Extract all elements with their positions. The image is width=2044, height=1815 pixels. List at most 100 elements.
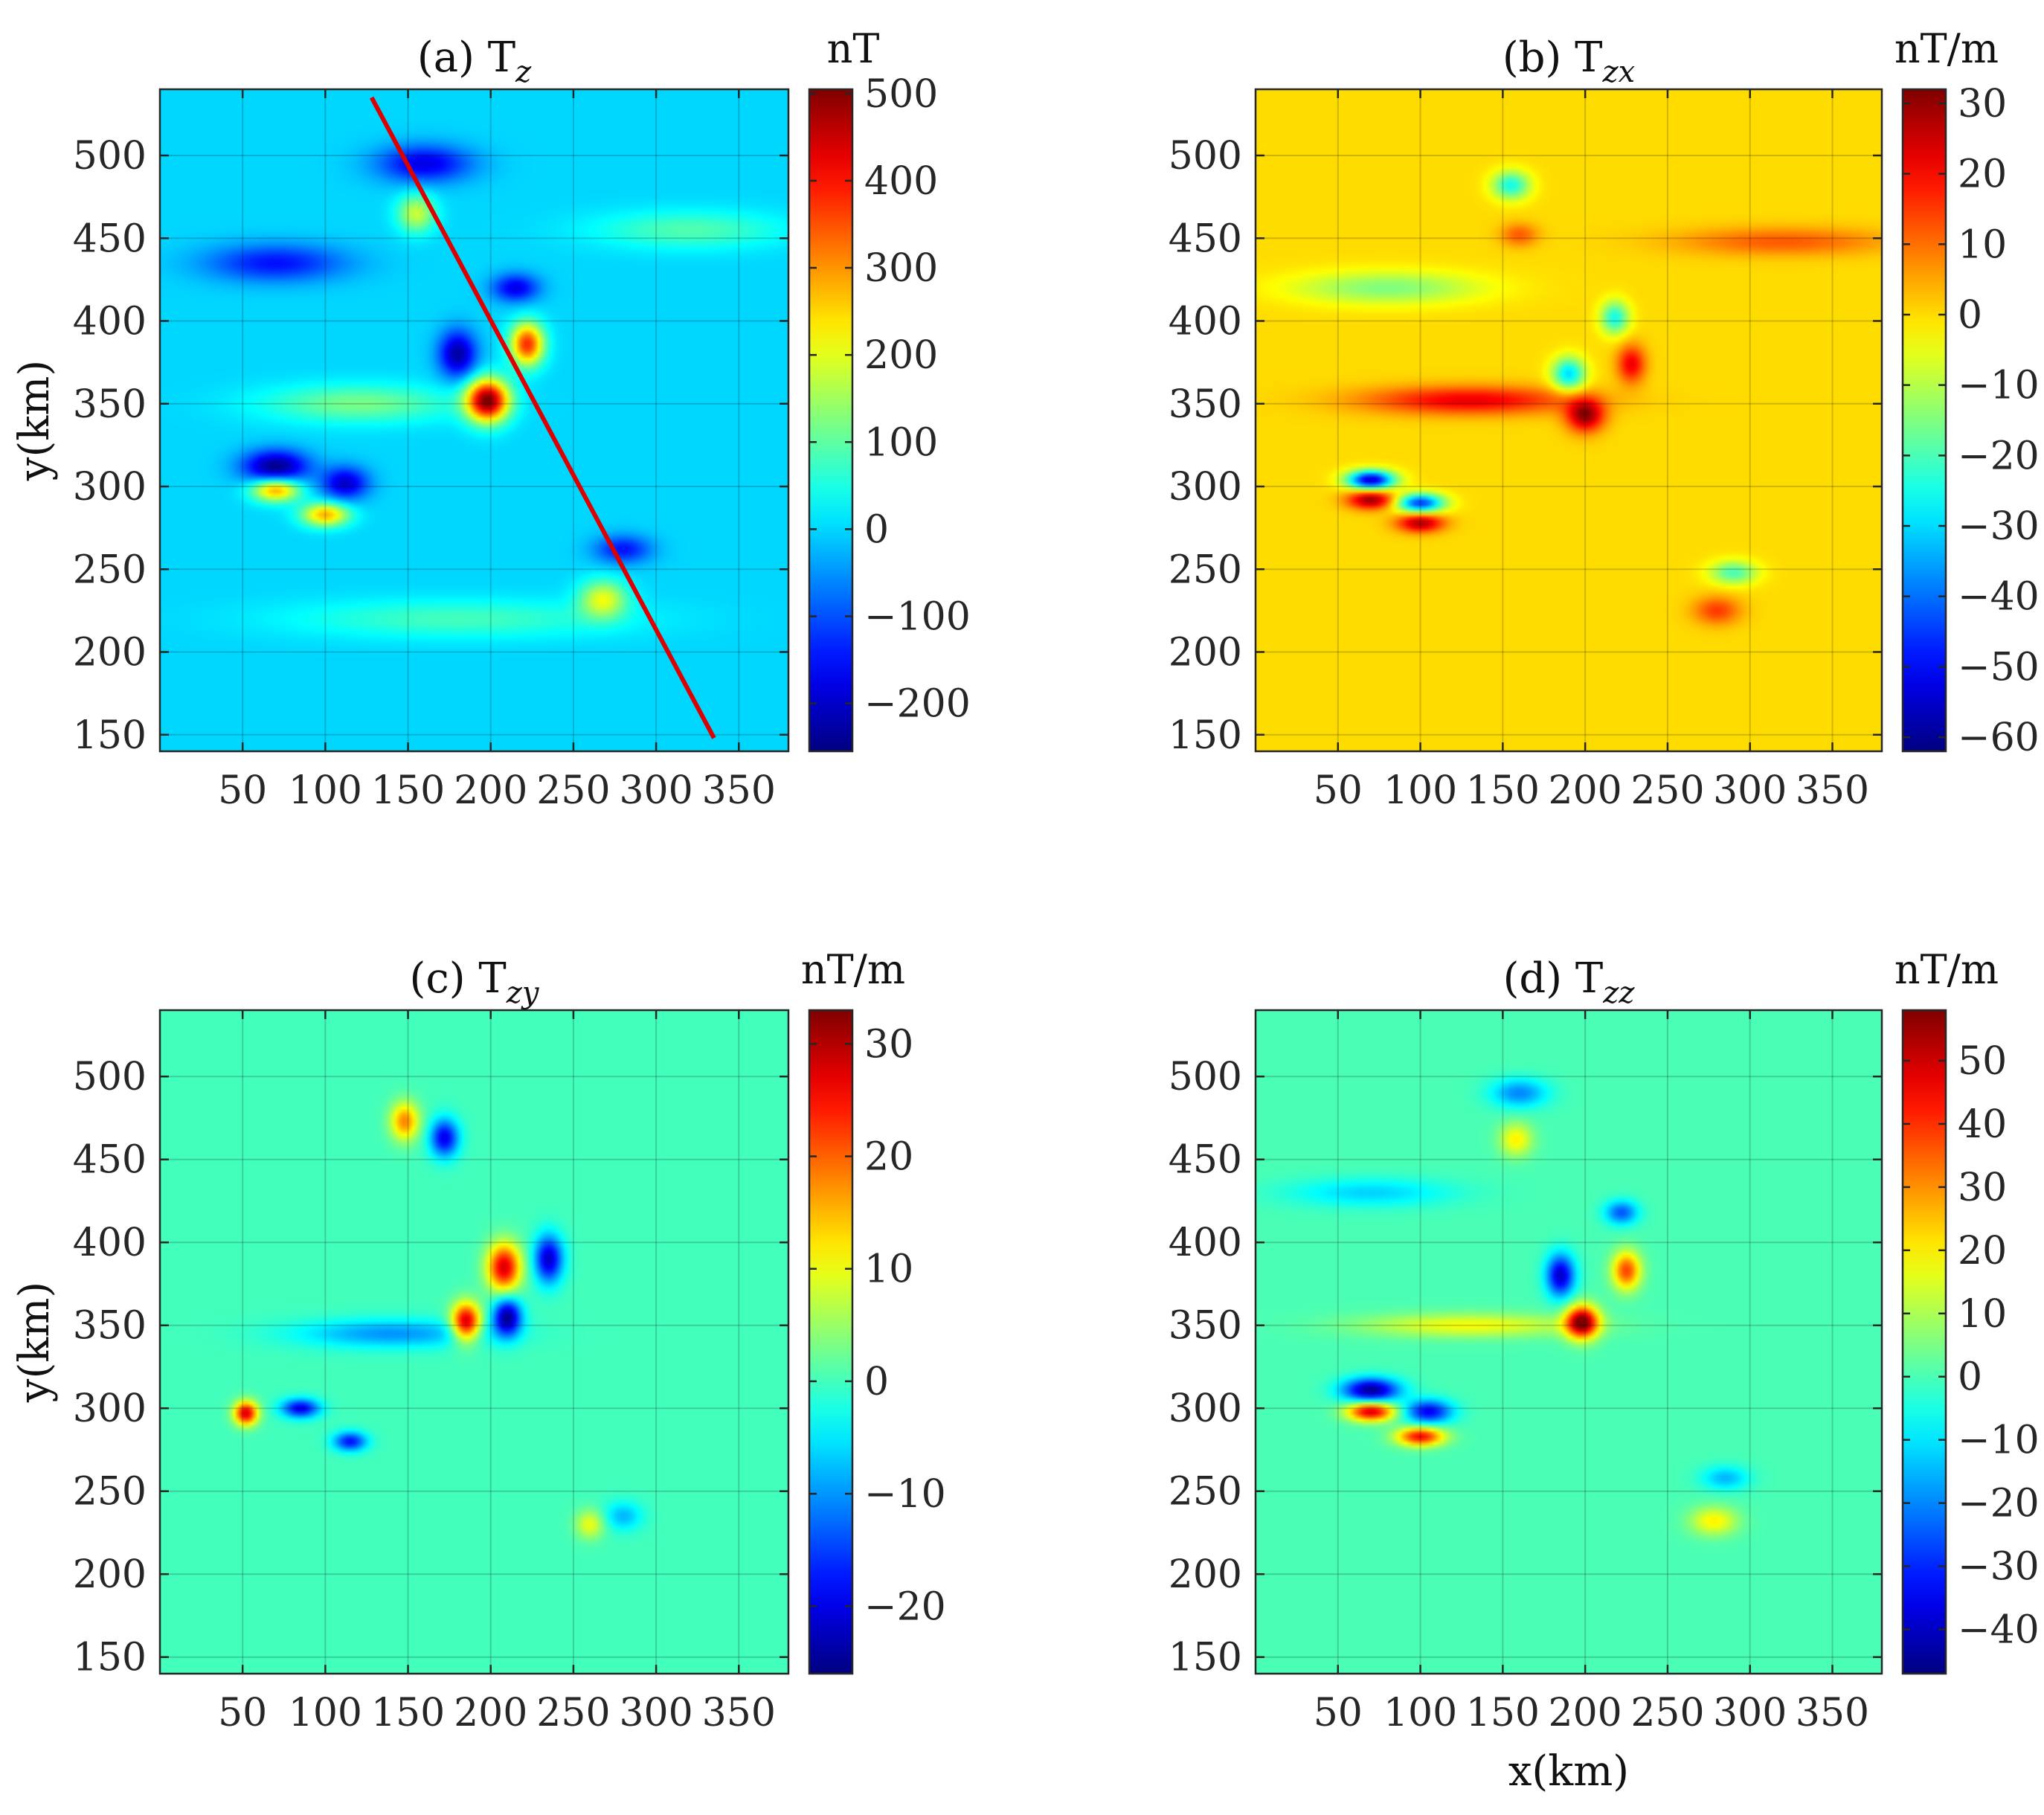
colorbar-tick-label: 10	[1958, 1292, 2007, 1337]
colorbar-tick-label: 500	[864, 72, 938, 117]
colorbar-tick-label: 30	[1958, 1166, 2007, 1210]
colorbar-tick-label: −60	[1958, 716, 2040, 760]
x-tick-label: 50	[1314, 1691, 1363, 1735]
y-tick-label: 150	[73, 713, 147, 758]
heatmap-image	[160, 89, 788, 751]
y-tick-label: 400	[1169, 1221, 1242, 1265]
x-tick-label: 100	[1383, 1691, 1457, 1735]
colorbar-frame	[808, 1009, 854, 1675]
y-tick-label: 250	[1169, 1470, 1242, 1514]
colorbar-frame	[1901, 88, 1947, 753]
colorbar: −40 −30 −20 −10 0 10 20 30 40 50 nT/m	[1894, 946, 2040, 1675]
y-tick-label: 400	[73, 1221, 147, 1265]
x-tick-label: 50	[218, 1691, 267, 1735]
y-tick-label: 350	[1169, 382, 1242, 427]
panel-1: 50 100 150 200 250 300 35015020025030035040045…	[1169, 25, 2040, 813]
y-tick-label: 250	[73, 547, 147, 592]
y-axis-label: y(km)	[10, 360, 59, 481]
colorbar-tick-label: 200	[864, 333, 938, 378]
x-tick-label: 50	[1314, 768, 1363, 813]
axes-frame	[1254, 1009, 1883, 1675]
colorbar-tick-label: −10	[864, 1472, 946, 1517]
axes-frame	[158, 1009, 790, 1675]
colorbar: −20 −10 0 10 20 30 nT/m	[801, 946, 946, 1675]
colorbar-tick-label: 0	[1958, 293, 1982, 338]
colorbar-tick-label: −20	[1958, 434, 2040, 478]
x-tick-label: 50	[218, 768, 267, 813]
colorbar-tick-label: −30	[1958, 1545, 2040, 1590]
axes-frame	[158, 88, 790, 753]
colorbar-tick-label: −40	[1958, 575, 2040, 620]
colorbar-tick-label: 20	[864, 1135, 913, 1180]
colorbar-tick-label: 10	[1958, 222, 2007, 267]
x-tick-label: 150	[1466, 768, 1540, 813]
y-tick-label: 400	[73, 300, 147, 344]
y-tick-label: 350	[73, 382, 147, 427]
colorbar-tick-label: −50	[1958, 645, 2040, 690]
x-tick-label: 150	[371, 1691, 445, 1735]
colorbar-tick-label: −10	[1958, 364, 2040, 408]
y-tick-label: 150	[73, 1636, 147, 1680]
y-tick-label: 300	[1169, 1387, 1242, 1431]
y-tick-label: 350	[1169, 1304, 1242, 1349]
colorbar-unit: nT/m	[801, 946, 905, 993]
colorbar-fill	[809, 1010, 852, 1674]
x-tick-label: 250	[536, 1691, 610, 1735]
y-tick-label: 300	[73, 465, 147, 510]
colorbar-tick-label: 0	[1958, 1355, 1982, 1400]
x-tick-label: 200	[1549, 768, 1622, 813]
y-tick-label: 450	[73, 216, 147, 261]
x-tick-label: 150	[1466, 1691, 1540, 1735]
colorbar-tick-label: −200	[864, 682, 971, 727]
colorbar-tick-label: 10	[864, 1247, 913, 1292]
x-tick-label: 250	[536, 768, 610, 813]
x-tick-label: 100	[289, 768, 362, 813]
panel-title: (b) Tzx	[1503, 33, 1635, 89]
colorbar-tick-label: −10	[1958, 1419, 2040, 1463]
x-tick-label: 200	[1549, 1691, 1622, 1735]
x-tick-label: 350	[1796, 1691, 1869, 1735]
colorbar-tick-label: 30	[1958, 82, 2007, 126]
x-tick-label: 250	[1630, 768, 1704, 813]
colorbar-frame	[808, 88, 854, 753]
y-tick-label: 450	[1169, 216, 1242, 261]
y-tick-label: 500	[73, 1055, 147, 1099]
colorbar-tick-label: −100	[864, 594, 971, 639]
y-tick-label: 400	[1169, 300, 1242, 344]
y-tick-label: 500	[1169, 1055, 1242, 1099]
x-tick-label: 350	[1796, 768, 1869, 813]
y-tick-label: 500	[1169, 134, 1242, 179]
colorbar-fill	[809, 89, 852, 751]
y-tick-label: 450	[73, 1138, 147, 1183]
x-tick-label: 300	[1713, 768, 1787, 813]
y-tick-label: 350	[73, 1304, 147, 1349]
profile-line	[369, 96, 716, 739]
y-tick-label: 150	[1169, 1636, 1242, 1680]
colorbar-tick-label: −20	[864, 1584, 946, 1629]
panel-0: 50 100 150 200 250 300 35015020025030035040045…	[10, 25, 971, 813]
heatmap-image	[1256, 89, 1882, 751]
y-tick-label: 250	[1169, 547, 1242, 592]
x-tick-label: 350	[702, 1691, 776, 1735]
panel-3: 50 100 150 200 250 300 35015020025030035040045…	[1169, 946, 2040, 1796]
y-tick-label: 250	[73, 1470, 147, 1514]
x-tick-label: 100	[289, 1691, 362, 1735]
heatmap-image	[1256, 1010, 1882, 1674]
y-tick-label: 450	[1169, 1138, 1242, 1183]
colorbar-tick-label: 0	[864, 507, 889, 552]
panel-title: (d) Tzz	[1503, 954, 1636, 1010]
panel-title: (a) Tz	[417, 33, 532, 89]
axes-frame	[1254, 88, 1883, 753]
y-tick-label: 200	[1169, 1552, 1242, 1597]
colorbar-tick-label: 50	[1958, 1039, 2007, 1084]
y-axis-label: y(km)	[10, 1282, 59, 1403]
x-tick-label: 200	[454, 768, 527, 813]
y-tick-label: 150	[1169, 713, 1242, 758]
colorbar-fill	[1903, 1010, 1946, 1674]
x-tick-label: 300	[1713, 1691, 1787, 1735]
heatmap-image	[160, 1010, 788, 1674]
x-tick-label: 350	[702, 768, 776, 813]
colorbar-tick-label: −20	[1958, 1482, 2040, 1526]
y-tick-label: 200	[1169, 631, 1242, 675]
